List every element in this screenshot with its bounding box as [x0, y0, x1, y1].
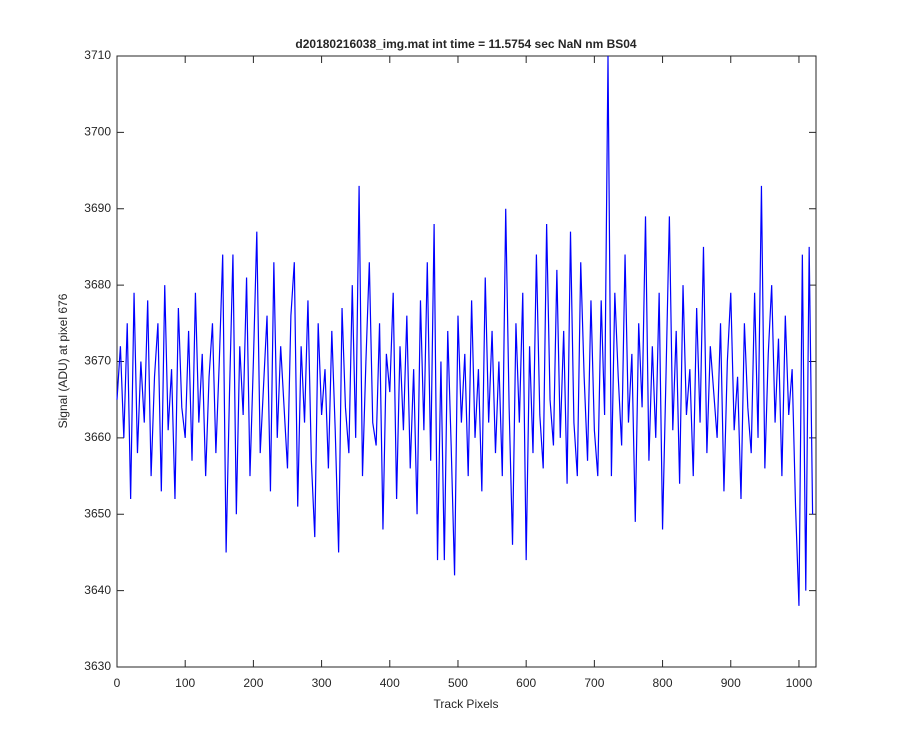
x-tick-label: 700: [584, 676, 604, 690]
y-tick-label: 3690: [84, 201, 111, 215]
y-tick-label: 3680: [84, 277, 111, 291]
x-tick-label: 400: [380, 676, 400, 690]
chart-title: d20180216038_img.mat int time = 11.5754 …: [295, 37, 637, 51]
x-tick-label: 0: [114, 676, 121, 690]
y-tick-label: 3640: [84, 583, 111, 597]
x-tick-label: 600: [516, 676, 536, 690]
y-tick-label: 3710: [84, 48, 111, 62]
y-tick-label: 3700: [84, 125, 111, 139]
x-tick-label: 200: [243, 676, 263, 690]
x-tick-label: 100: [175, 676, 195, 690]
x-tick-label: 800: [653, 676, 673, 690]
y-tick-label: 3650: [84, 506, 111, 520]
x-axis-label: Track Pixels: [434, 697, 499, 711]
y-axis-label: Signal (ADU) at pixel 676: [56, 293, 70, 428]
y-tick-label: 3630: [84, 659, 111, 673]
data-line: [116, 55, 814, 606]
x-tick-label: 300: [312, 676, 332, 690]
y-tick-label: 3660: [84, 430, 111, 444]
x-tick-label: 1000: [786, 676, 813, 690]
plot-area: [116, 55, 817, 668]
y-tick-label: 3670: [84, 354, 111, 368]
x-tick-label: 900: [721, 676, 741, 690]
x-tick-label: 500: [448, 676, 468, 690]
